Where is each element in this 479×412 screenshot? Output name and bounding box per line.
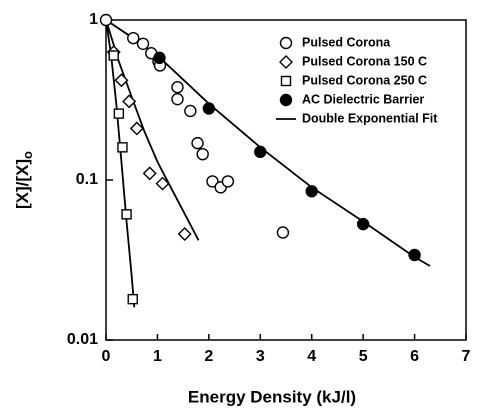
marker — [356, 217, 370, 231]
marker — [276, 226, 290, 239]
x-tick-label: 2 — [204, 348, 213, 365]
y-axis-label-sub: o — [20, 151, 35, 159]
legend-marker — [279, 55, 293, 69]
legend-label: Pulsed Corona — [302, 35, 391, 49]
y-tick-label: 0.01 — [67, 331, 98, 348]
marker — [117, 142, 128, 153]
marker — [127, 31, 140, 45]
legend-marker — [280, 75, 292, 87]
x-tick-label: 3 — [256, 348, 265, 365]
marker — [202, 102, 216, 115]
x-tick-label: 0 — [102, 348, 111, 365]
legend-marker — [279, 36, 293, 50]
marker — [196, 147, 209, 161]
marker — [108, 50, 119, 61]
y-axis-label: [X]/[X]o — [13, 151, 35, 209]
marker — [408, 248, 421, 262]
marker — [153, 51, 166, 65]
y-axis-label-text: [X]/[X] — [13, 159, 32, 209]
x-tick-label: 6 — [410, 348, 419, 365]
marker — [254, 145, 267, 159]
x-tick-label: 1 — [153, 348, 162, 365]
marker — [171, 92, 184, 106]
marker — [206, 175, 219, 188]
marker — [129, 121, 144, 136]
marker — [184, 104, 197, 118]
marker — [155, 176, 170, 191]
marker — [191, 136, 204, 150]
x-tick-label: 5 — [359, 348, 368, 365]
legend-label: Pulsed Corona 250 C — [302, 73, 427, 87]
fit-line — [105, 19, 200, 241]
x-tick-label: 4 — [307, 348, 316, 365]
x-axis-label: Energy Density (kJ/l) — [188, 387, 356, 406]
marker — [136, 37, 150, 50]
marker — [122, 94, 137, 109]
legend-label: AC Dielectric Barrier — [302, 92, 424, 106]
legend-marker — [279, 93, 293, 107]
marker — [127, 293, 138, 305]
x-tick-label: 7 — [462, 348, 471, 365]
marker — [171, 81, 184, 94]
marker — [221, 175, 235, 188]
legend-label: Double Exponential Fit — [302, 111, 438, 125]
legend-label: Pulsed Corona 150 C — [302, 54, 427, 68]
y-tick-label: 0.1 — [76, 171, 98, 188]
y-tick-label: 1 — [89, 11, 98, 28]
marker — [142, 166, 157, 181]
marker — [305, 185, 318, 198]
marker — [177, 226, 192, 241]
marker — [99, 13, 113, 27]
marker — [121, 209, 132, 220]
marker — [114, 73, 129, 88]
marker — [113, 108, 125, 119]
